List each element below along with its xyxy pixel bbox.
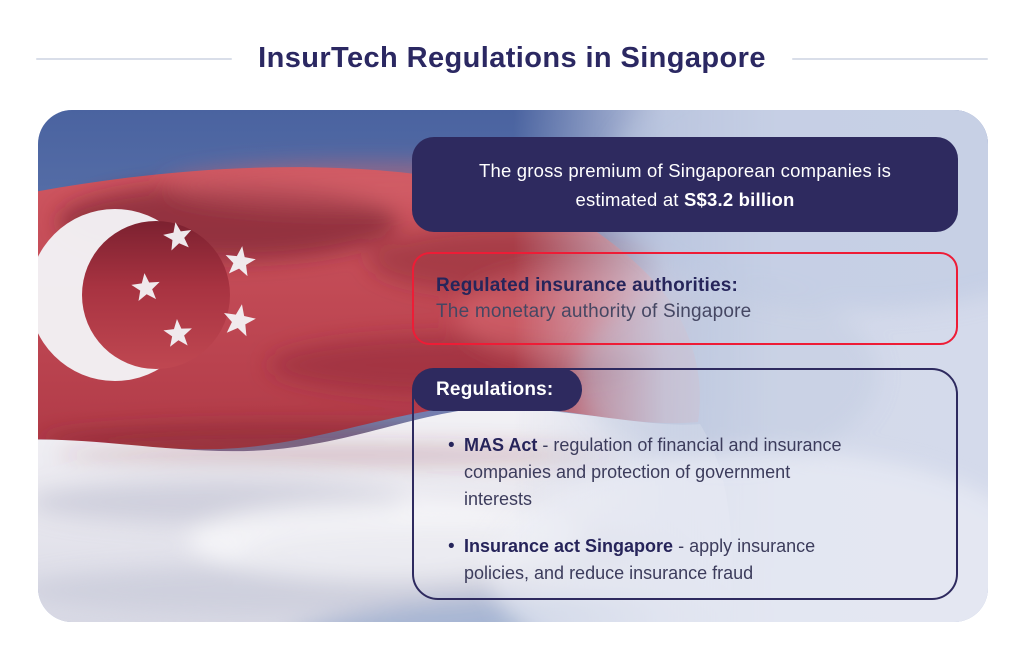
title-rule-right [791,57,989,60]
premium-line2: estimated at S$3.2 billion [575,185,794,214]
regulation-item: • Insurance act Singapore - apply insura… [448,533,862,587]
regulations-list: • MAS Act - regulation of financial and … [448,432,862,587]
title-rule-left [36,57,233,60]
regulations-label-pill: Regulations: [412,368,582,411]
authorities-body: The monetary authority of Singapore [436,300,752,322]
regulation-item: • MAS Act - regulation of financial and … [448,432,862,513]
premium-line2-prefix: estimated at [575,188,684,210]
authorities-callout: Regulated insurance authorities: The mon… [412,252,958,345]
regulations-callout: Regulations: • MAS Act - regulation of f… [412,368,958,600]
page-title: InsurTech Regulations in Singapore [258,42,766,74]
regulations-label: Regulations: [436,378,554,400]
bullet-dot: • [448,536,455,557]
premium-line1: The gross premium of Singaporean compani… [478,159,892,181]
premium-callout: The gross premium of Singaporean compani… [412,137,958,232]
regulation-term: Insurance act Singapore [464,536,674,556]
regulation-desc: - apply insurance policies, and reduce i… [464,536,816,583]
insurtech-card: The gross premium of Singaporean compani… [38,110,988,622]
regulation-term: MAS Act [464,435,538,455]
premium-amount: S$3.2 billion [683,188,795,210]
regulation-text: Insurance act Singapore - apply insuranc… [464,533,862,587]
header: InsurTech Regulations in Singapore [0,42,1024,75]
bullet-dot: • [448,435,455,456]
regulation-text: MAS Act - regulation of financial and in… [464,432,862,513]
authorities-heading: Regulated insurance authorities: [436,274,739,296]
regulation-desc: - regulation of financial and insurance … [464,435,842,509]
